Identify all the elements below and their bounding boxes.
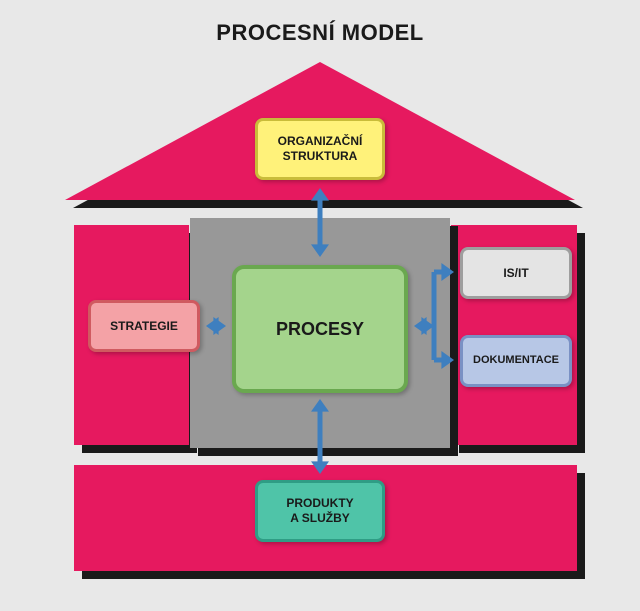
node-procesy: PROCESY — [232, 265, 408, 393]
node-isit: IS/IT — [460, 247, 572, 299]
node-doku: DOKUMENTACE — [460, 335, 572, 387]
node-org: ORGANIZAČNÍ STRUKTURA — [255, 118, 385, 180]
node-produkty-label: PRODUKTY A SLUŽBY — [286, 496, 353, 526]
node-isit-label: IS/IT — [503, 266, 528, 281]
node-org-label: ORGANIZAČNÍ STRUKTURA — [278, 134, 363, 164]
node-produkty: PRODUKTY A SLUŽBY — [255, 480, 385, 542]
node-strategie: STRATEGIE — [88, 300, 200, 352]
node-doku-label: DOKUMENTACE — [473, 354, 559, 368]
node-strategie-label: STRATEGIE — [110, 319, 178, 334]
node-procesy-label: PROCESY — [276, 318, 364, 341]
